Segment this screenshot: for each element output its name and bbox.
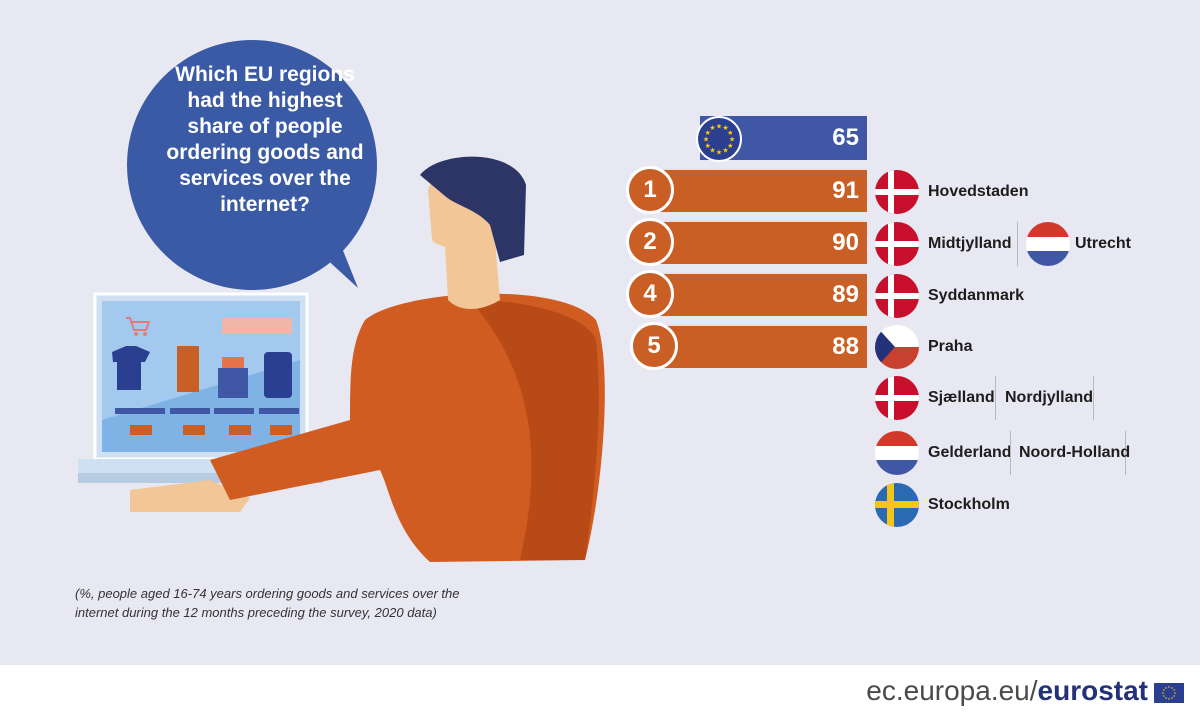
region-label: Hovedstaden [928, 183, 1029, 200]
netherlands-flag-icon [875, 431, 919, 475]
region-label: Praha [928, 338, 973, 355]
eu-star-icon: ★ [1168, 697, 1171, 701]
eu-star-icon: ★ [722, 124, 728, 132]
denmark-flag-icon [875, 274, 919, 318]
denmark-flag-icon [875, 170, 919, 214]
cart-icon [126, 317, 151, 336]
eu-star-icon: ★ [1174, 691, 1177, 695]
phone-icon [264, 352, 292, 398]
region-separator [1010, 431, 1011, 475]
eu-star-icon: ★ [1173, 688, 1176, 692]
eu-star-icon: ★ [1162, 691, 1165, 695]
region-label: Utrecht [1075, 235, 1132, 252]
rank-number-badge: 4 [626, 270, 674, 318]
rank-number-badge: 1 [626, 166, 674, 214]
rank-number-badge: 2 [626, 218, 674, 266]
rank-value-label: 89 [832, 281, 859, 308]
eu-star-icon: ★ [716, 122, 722, 130]
eurostat-flag-icon: ★ ★★★★★★★★★★★ [1154, 683, 1184, 703]
tshirt-icon [112, 346, 150, 390]
region-label: Sjælland [928, 389, 995, 406]
eu-star-icon: ★ [705, 129, 711, 137]
region-separator [995, 376, 996, 420]
perfume-icon [218, 368, 248, 398]
region-label: Syddanmark [928, 287, 1025, 304]
eu-flag-icon: ★ ★ ★ ★ ★ ★ ★ ★ ★ ★ ★ ★ [696, 116, 742, 162]
eu-star-icon: ★ [1168, 685, 1171, 689]
netherlands-flag-icon [1026, 222, 1070, 266]
region-label: Gelderland [928, 444, 1012, 461]
rank-bar: 91 [650, 168, 867, 212]
eu-star-icon: ★ [1171, 686, 1174, 690]
footer-site: ec.europa.eu/ [866, 675, 1038, 706]
person-illustration [130, 156, 605, 562]
question-text: Which EU regions had the highest share o… [166, 63, 364, 216]
rank-value-label: 88 [832, 333, 859, 360]
region-label: Midtjylland [928, 235, 1012, 252]
rank-bar: 90 [652, 220, 867, 264]
eu-star-icon: ★ [709, 147, 715, 155]
eu-star-icon: ★ [1165, 696, 1168, 700]
czechia-flag-icon [875, 325, 919, 369]
eu-star-icon: ★ [1162, 694, 1165, 698]
region-label: Stockholm [928, 496, 1010, 513]
denmark-flag-icon [875, 376, 919, 420]
footer-brand: eurostat [1037, 675, 1148, 706]
sweden-flag-icon [875, 483, 919, 527]
rank-value-label: 91 [832, 177, 859, 204]
rank-bar: 89 [654, 272, 867, 316]
eu-star-icon: ★ [1173, 694, 1176, 698]
denmark-flag-icon [875, 222, 919, 266]
rank-value-label: 90 [832, 229, 859, 256]
eu-star-icon: ★ [1171, 696, 1174, 700]
footer: ec.europa.eu/eurostat [0, 665, 1200, 720]
laptop-illustration [78, 292, 323, 483]
rank-number-badge: 5 [630, 322, 678, 370]
eu-star-icon: ★ [716, 148, 722, 156]
eu-star-icon: ★ [1162, 688, 1165, 692]
region-separator [1017, 222, 1018, 266]
speech-bubble [127, 40, 377, 290]
eu-star-icon: ★ [729, 135, 735, 143]
region-separator [1125, 431, 1126, 475]
region-separator [1093, 376, 1094, 420]
banner-placeholder [222, 318, 292, 334]
region-label: Noord-Holland [1019, 444, 1131, 461]
region-label: Nordjylland [1005, 389, 1094, 406]
eu-star-icon: ★ [703, 135, 709, 143]
eu-star-icon: ★ [727, 142, 733, 150]
coffee-machine-icon [177, 346, 199, 392]
eu-star-icon: ★ [1165, 686, 1168, 690]
eu-average-value: 65 [832, 124, 859, 151]
eu-star-icon: ★ [705, 142, 711, 150]
eu-star-icon: ★ [727, 129, 733, 137]
eu-star-icon: ★ [709, 124, 715, 132]
footnote: (%, people aged 16-74 years ordering goo… [75, 586, 460, 620]
eu-star-icon: ★ [722, 147, 728, 155]
rank-bar: 88 [657, 324, 867, 368]
